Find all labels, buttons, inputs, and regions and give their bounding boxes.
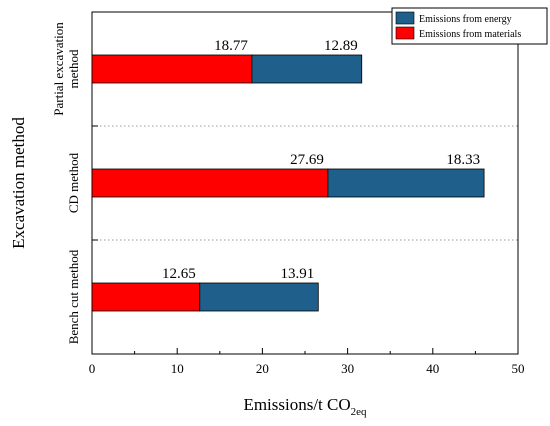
y-category-label: method: [66, 49, 81, 88]
x-axis-title-subscript: 2eq: [351, 406, 367, 418]
bars: [91, 54, 485, 312]
bar-segment-materials: [91, 54, 253, 84]
legend-label-materials: Emissions from materials: [419, 29, 521, 40]
value-label: 13.91: [281, 266, 315, 282]
x-axis-ticks: 0 10 20 30 40 50: [89, 348, 525, 376]
plot-area: 18.77 12.89 27.69 18.33 12.65 13.91 0 10 20 30 40…: [51, 11, 525, 376]
bar-segment-energy: [199, 282, 319, 312]
value-label: 18.77: [214, 38, 248, 54]
x-axis-title: Emissions/t CO2eq: [243, 395, 367, 418]
x-tick-label: 50: [512, 361, 525, 376]
x-tick-label: 10: [171, 361, 184, 376]
bar-segment-materials: [91, 168, 329, 198]
bar-segment-materials: [91, 282, 201, 312]
y-category-label: Partial excavation: [51, 22, 66, 116]
y-category-label: CD method: [66, 152, 81, 213]
legend: Emissions from energy Emissions from mat…: [391, 7, 548, 45]
category-separators: [92, 125, 518, 241]
value-labels: 18.77 12.89 27.69 18.33 12.65 13.91: [162, 38, 480, 282]
y-axis-category-labels: Partial excavation method CD method Bench c…: [51, 22, 81, 345]
bar-segment-energy: [251, 54, 363, 84]
value-label: 18.33: [446, 152, 480, 168]
legend-swatch-materials: [395, 26, 415, 40]
legend-swatch-energy: [395, 11, 415, 25]
value-label: 12.65: [162, 266, 196, 282]
x-tick-label: 40: [426, 361, 439, 376]
x-tick-label: 30: [341, 361, 354, 376]
value-label: 12.89: [324, 38, 358, 54]
value-label: 27.69: [290, 152, 324, 168]
bar-segment-energy: [327, 168, 485, 198]
x-tick-label: 20: [256, 361, 269, 376]
legend-box: [391, 7, 548, 45]
y-category-label: Bench cut method: [66, 249, 81, 344]
x-tick-label: 0: [89, 361, 96, 376]
x-axis-title-main: Emissions/t CO: [243, 395, 350, 414]
y-axis-title: Excavation method: [9, 117, 28, 249]
legend-label-energy: Emissions from energy: [419, 14, 512, 25]
